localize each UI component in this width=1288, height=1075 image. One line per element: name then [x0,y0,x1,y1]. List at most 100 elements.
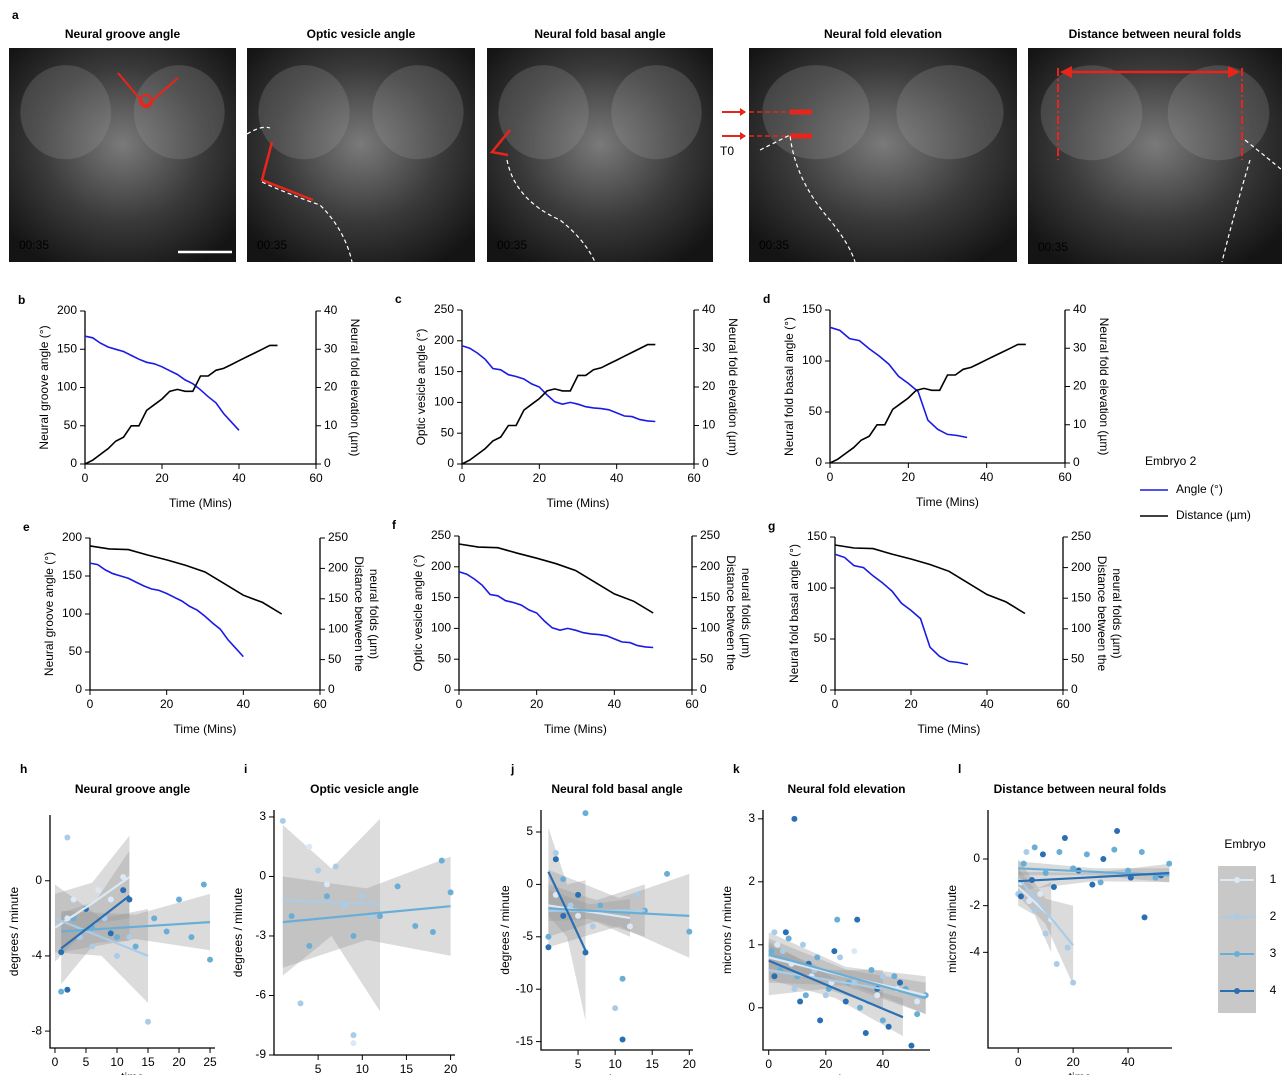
x-axis-label: Time (Mins) [547,496,610,510]
legend-swatch [1234,877,1240,883]
micrograph-lobe [1040,65,1143,161]
series-line [461,343,656,465]
x-tick-label: 15 [646,1057,660,1071]
data-point [560,876,567,883]
y-tick-label: -3 [255,928,266,942]
x-tick-label: 0 [456,697,463,711]
series-line [834,544,1026,615]
y2-tick-label: 200 [700,559,720,573]
data-point [634,891,641,898]
data-point [612,1005,619,1012]
x-tick-label: 20 [683,1057,697,1071]
x-tick-label: 5 [575,1057,582,1071]
y-tick-label: 50 [814,631,828,645]
image-title: Distance between neural folds [1069,27,1242,41]
series-line [84,344,278,465]
data-point [597,902,604,909]
data-point [1056,849,1063,855]
x-tick-label: 40 [980,470,994,484]
x-axis-label: time [1069,1070,1092,1075]
micrograph-lobe [372,65,464,160]
data-point [332,863,339,870]
x-tick-label: 40 [610,471,624,485]
x-tick-label: 20 [172,1055,186,1069]
y-tick-label: 5 [526,824,533,838]
series-line [89,545,283,615]
data-point [552,891,559,898]
chart-title: Neural groove angle [75,782,191,796]
y-tick-label: 0 [259,869,266,883]
data-point [552,849,559,856]
confidence-band [768,932,926,1015]
axis-line [84,311,317,465]
series-line [829,326,968,439]
chart-title: Optic vesicle angle [310,782,419,796]
confidence-band [548,869,690,958]
y-tick-label: 150 [431,590,451,604]
angle-marker [260,141,314,202]
axis-line [834,537,1064,691]
x-tick-label: 40 [608,697,622,711]
x-tick-label: 20 [533,471,547,485]
arrow [722,111,745,137]
y2-axis-label: neural folds (µm) [1110,568,1124,658]
x-tick-label: 10 [356,1062,370,1075]
x-tick-label: 10 [608,1057,622,1071]
legend-label: 4 [1270,983,1277,997]
y2-axis-label: Neural fold elevation (µm) [348,319,362,457]
data-point [771,973,778,980]
data-point [132,943,139,950]
legend-label: 2 [1270,909,1277,923]
data-point [394,883,401,890]
data-point [814,954,821,961]
data-point [1111,846,1118,853]
y-axis-label: microns / minute [720,886,734,974]
data-point [1114,828,1121,834]
data-point [315,867,322,874]
y-axis-label: microns / minute [945,885,959,973]
y2-tick-label: 0 [328,682,335,696]
x-tick-label: 20 [819,1057,833,1071]
y2-tick-label: 100 [328,621,348,635]
data-point [785,935,792,942]
x-tick-label: 40 [1121,1055,1135,1069]
x-tick-label: 10 [110,1055,124,1069]
x-tick-label: 15 [400,1062,414,1075]
data-point [188,934,195,941]
micrograph [749,48,1017,262]
legend-title: Embryo [1224,837,1266,851]
data-point [619,975,626,982]
micrograph-lobe [1167,65,1270,161]
y2-tick-label: 200 [328,561,348,575]
confidence-band [55,884,148,1003]
data-point [1125,867,1132,874]
x-tick-label: 20 [444,1062,458,1075]
data-point [1166,860,1172,867]
legend-label: 3 [1270,946,1277,960]
data-point [799,941,806,948]
timestamp: 00:35 [19,238,49,252]
y-tick-label: -4 [969,945,980,959]
x-tick-label: 15 [141,1055,155,1069]
y2-axis-label: Distance between the [1095,556,1109,672]
data-point [126,934,133,941]
micrograph-lobe [20,65,112,160]
outline [759,134,856,263]
y-tick-label: 3 [259,809,266,823]
data-point [552,856,559,863]
y-tick-label: 200 [431,559,451,573]
fit-line [54,917,149,957]
data-point [1031,907,1038,914]
y2-tick-label: 10 [1073,417,1087,431]
y-tick-label: 50 [64,418,78,432]
y-tick-label: 50 [809,404,823,418]
y-tick-label: -2 [969,898,980,912]
y-tick-label: 50 [441,425,455,439]
y-tick-label: 200 [57,303,77,317]
confidence-band [548,889,630,937]
y-tick-label: -15 [516,1034,534,1048]
data-point [854,916,861,923]
data-point [1023,849,1030,855]
y-axis-label: Neural groove angle (°) [42,552,56,676]
series-line [458,543,654,614]
